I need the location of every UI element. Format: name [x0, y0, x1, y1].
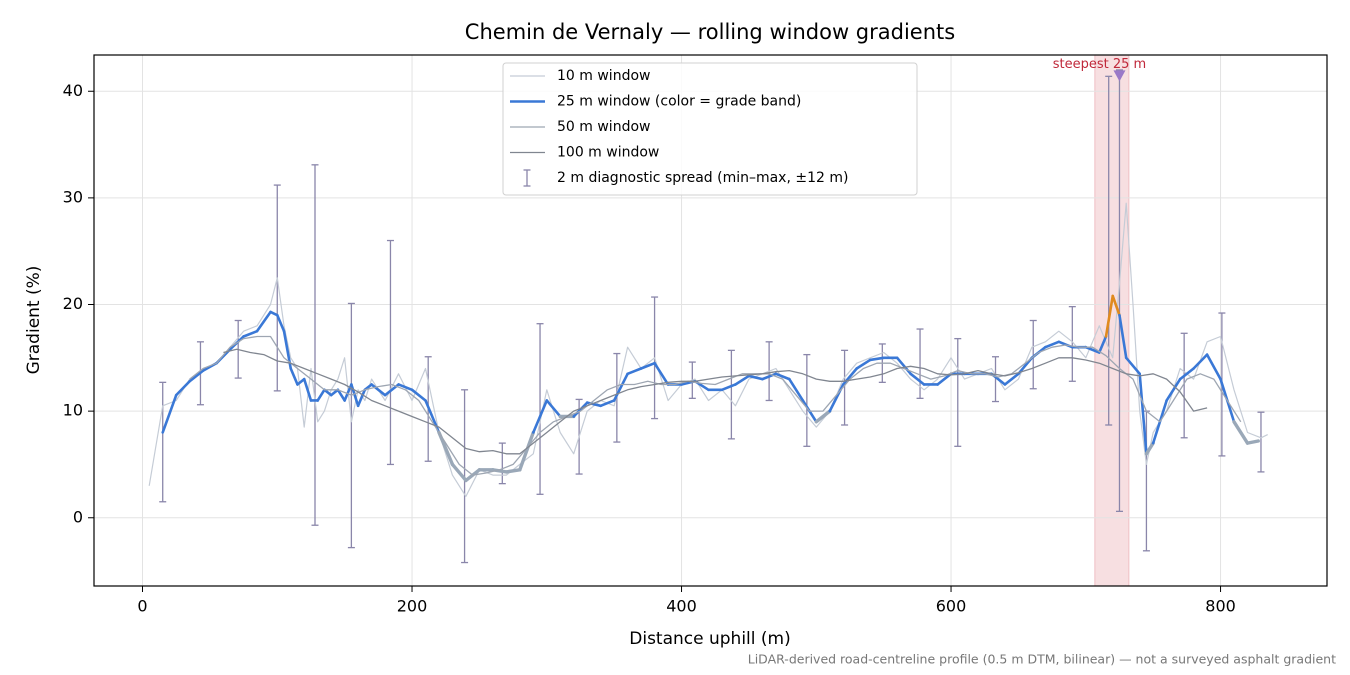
x-tick-label: 400: [666, 597, 697, 616]
y-tick-label: 0: [73, 507, 83, 526]
line-segment: [329, 388, 340, 397]
line-segment: [350, 383, 360, 408]
line-segment: [504, 468, 522, 474]
line-segment: [242, 329, 259, 338]
line-segment: [1097, 335, 1108, 354]
line-segment: [275, 313, 286, 333]
legend-label: 50 m window: [557, 119, 650, 135]
line-segment: [174, 379, 191, 397]
line-segment: [255, 310, 272, 333]
legend-label: 10 m window: [557, 68, 650, 84]
line-segment: [450, 462, 468, 483]
y-tick-label: 30: [63, 187, 83, 206]
line-segment: [909, 372, 926, 386]
y-tick-label: 10: [63, 401, 83, 420]
line-segment: [1124, 356, 1141, 376]
line-segment: [1144, 441, 1155, 456]
line-segment: [653, 361, 670, 386]
line-segment: [855, 358, 872, 370]
line-segment: [188, 369, 205, 383]
legend-label: 100 m window: [557, 145, 659, 161]
y-tick-label: 40: [63, 81, 83, 100]
y-axis-label: Gradient (%): [24, 266, 44, 375]
line-segment: [1084, 345, 1101, 354]
line-segment: [585, 401, 602, 408]
line-segment: [599, 399, 616, 408]
highlight-band: [1094, 54, 1130, 587]
plot-frame: [93, 54, 1328, 587]
annotation-marker: [1113, 70, 1126, 82]
line-segment: [1104, 294, 1115, 338]
line-segment: [841, 367, 859, 386]
line-segment: [1232, 420, 1250, 445]
line-segment: [936, 372, 953, 386]
series-line: [189, 335, 1242, 476]
line-segment: [356, 388, 367, 408]
series-line: [223, 348, 1208, 455]
line-segment: [1003, 372, 1020, 386]
line-segment: [868, 356, 885, 362]
line-segment: [1178, 367, 1195, 381]
line-segment: [747, 374, 764, 381]
x-tick-label: 200: [397, 597, 428, 616]
line-segment: [814, 409, 832, 424]
line-segment: [1245, 439, 1260, 445]
line-segment: [289, 367, 299, 386]
line-segment: [531, 399, 549, 434]
line-segment: [410, 388, 427, 402]
line-segment: [397, 383, 414, 392]
line-segment: [370, 383, 387, 397]
line-segment: [323, 388, 333, 397]
line-segment: [639, 361, 656, 370]
annotation-text: steepest 25 m: [1053, 57, 1146, 72]
line-segment: [1044, 340, 1061, 349]
line-segment: [1017, 356, 1034, 376]
line-segment: [612, 372, 629, 402]
x-tick-label: 0: [137, 597, 147, 616]
legend-box: [502, 62, 918, 196]
line-segment: [316, 388, 326, 402]
line-segment: [788, 377, 805, 402]
line-segment: [424, 399, 441, 434]
line-segment: [437, 430, 455, 467]
line-segment: [161, 393, 178, 434]
x-tick-label: 800: [1205, 597, 1236, 616]
line-segment: [336, 388, 346, 402]
chart-title: Chemin de Vernaly — rolling window gradi…: [465, 20, 955, 44]
legend-label: 25 m window (color = grade band): [557, 94, 801, 110]
line-segment: [1165, 377, 1182, 402]
line-segment: [734, 374, 751, 386]
line-segment: [1138, 372, 1148, 456]
legend-label: 2 m diagnostic spread (min–max, ±12 m): [557, 170, 848, 186]
line-segment: [518, 430, 535, 472]
line-segment: [296, 377, 306, 386]
line-segment: [774, 372, 791, 381]
line-segment: [491, 468, 509, 474]
line-segment: [720, 383, 737, 392]
line-segment: [895, 356, 912, 376]
x-tick-label: 600: [936, 597, 967, 616]
line-segment: [572, 401, 589, 418]
line-segment: [761, 372, 778, 381]
line-segment: [1111, 294, 1121, 317]
line-segment: [545, 399, 562, 418]
footnote: LiDAR-derived road-centreline profile (0…: [748, 652, 1336, 667]
x-axis-label: Distance uphill (m): [629, 629, 790, 649]
line-segment: [1192, 353, 1209, 370]
line-segment: [1118, 313, 1128, 360]
line-segment: [626, 367, 643, 376]
y-tick-label: 20: [63, 294, 83, 313]
line-segment: [302, 377, 313, 402]
line-segment: [1205, 353, 1222, 381]
